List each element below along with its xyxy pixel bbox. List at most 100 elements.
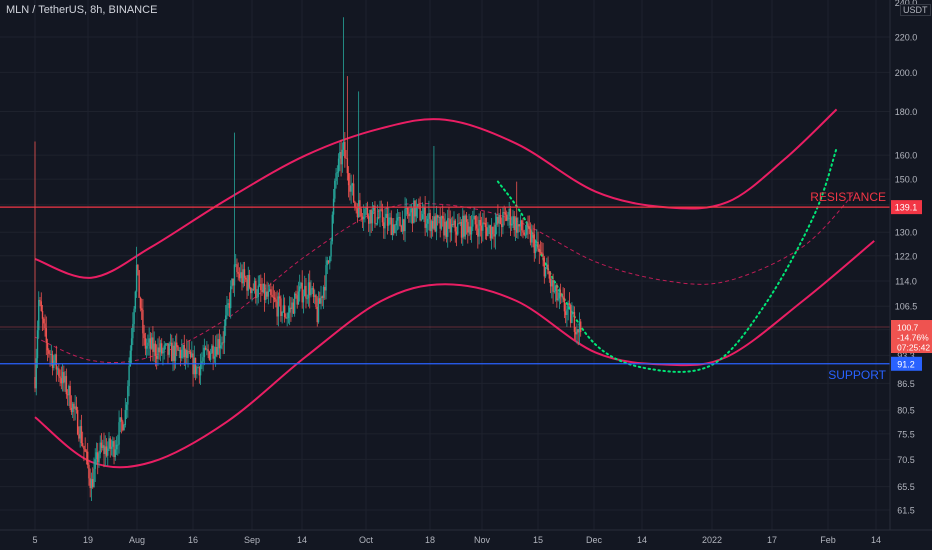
candle-body — [462, 215, 464, 238]
candle-body — [536, 241, 538, 244]
candle-body — [104, 446, 106, 455]
candle-body — [345, 157, 347, 159]
time-axis[interactable]: 5 19 Aug 16 Sep 14 Oct 18 Nov 15 Dec 14 2022 17 Feb 14 — [0, 529, 932, 545]
candle-body — [522, 230, 524, 233]
candle-body — [186, 349, 188, 358]
candle-body — [400, 226, 403, 232]
candle-body — [552, 280, 554, 292]
candle-body — [497, 216, 499, 224]
candle-body — [509, 208, 512, 226]
candle-body — [426, 218, 429, 224]
candle-body — [119, 417, 122, 423]
price-axis[interactable]: 220.0200.0180.0160.0150.0140.0130.0122.0… — [889, 0, 932, 550]
candle-body — [152, 337, 154, 352]
candle-body — [356, 208, 359, 218]
candle-body — [132, 324, 134, 339]
candle-body — [188, 351, 190, 353]
candle-body — [286, 317, 288, 319]
candle-body — [189, 351, 192, 358]
candle-body — [430, 221, 433, 232]
candle-body — [93, 468, 95, 488]
candle-body — [516, 217, 518, 233]
candle-body — [324, 286, 326, 291]
candle-body — [153, 343, 155, 352]
candle-body — [529, 228, 532, 243]
candle-body — [41, 311, 44, 319]
candle-body — [43, 318, 45, 324]
candle-body — [391, 224, 394, 236]
candle-body — [288, 307, 291, 313]
candle-body — [241, 272, 243, 284]
candle-body — [84, 449, 86, 452]
candle-body — [208, 351, 211, 360]
candle-body — [174, 342, 177, 361]
resistance-annotation: RESISTANCE — [810, 190, 886, 204]
candle-body — [568, 303, 571, 306]
candle-body — [340, 152, 342, 165]
candle-body — [405, 207, 408, 209]
candle-body — [374, 205, 376, 224]
candle-body — [531, 232, 533, 243]
candle-body — [103, 445, 105, 455]
candle-body — [58, 368, 60, 377]
x-tick-label: Sep — [244, 535, 260, 545]
candle-body — [350, 185, 352, 192]
candle-body — [270, 289, 272, 295]
candle-body — [431, 221, 434, 229]
candle-body — [383, 222, 385, 229]
y-tick-label: 122.0 — [895, 251, 918, 261]
candle-body — [337, 158, 340, 173]
candle-body — [216, 347, 218, 355]
candle-body — [271, 294, 273, 297]
candle-body — [198, 367, 201, 376]
currency-badge[interactable]: USDT — [900, 4, 931, 16]
candle-body — [322, 286, 325, 298]
candle-body — [375, 223, 377, 225]
x-tick-label: 16 — [188, 535, 198, 545]
candle-body — [226, 304, 228, 316]
candle-body — [227, 303, 229, 305]
candle-body — [376, 217, 379, 224]
candle-body — [351, 183, 354, 186]
candle-body — [472, 219, 474, 227]
candle-body — [399, 216, 401, 227]
candle-body — [218, 339, 221, 349]
candle-body — [237, 272, 239, 274]
candle-body — [413, 200, 415, 224]
candle-body — [513, 216, 515, 231]
candle-body — [499, 215, 502, 224]
candle-body — [500, 223, 503, 228]
candle-body — [404, 208, 406, 232]
candle-body — [74, 406, 76, 409]
candle-body — [373, 205, 375, 211]
candle-body — [78, 434, 80, 439]
candle-body — [278, 296, 281, 299]
y-tick-label: 75.5 — [897, 429, 915, 439]
candle-body — [379, 209, 381, 218]
candle-body — [434, 216, 436, 232]
candle-body — [90, 479, 93, 489]
candle-body — [224, 315, 227, 326]
candle-body — [576, 329, 578, 335]
x-tick-label: Aug — [129, 535, 145, 545]
candle-body — [117, 444, 119, 446]
candle-body — [60, 378, 63, 384]
candle-body — [482, 222, 484, 231]
y-tick-label: 65.5 — [897, 482, 915, 492]
candle-body — [85, 451, 88, 453]
candle-body — [219, 345, 222, 349]
candle-body — [561, 296, 563, 298]
candle-body — [213, 356, 216, 359]
candle-body — [295, 293, 297, 296]
candle-body — [114, 449, 116, 458]
candle-body — [395, 220, 397, 226]
candle-body — [435, 215, 438, 232]
candle-body — [221, 342, 223, 346]
candle-body — [238, 273, 241, 279]
candle-body — [71, 403, 74, 413]
horizontal-lines — [0, 206, 890, 365]
candle-body — [233, 264, 236, 286]
candle-body — [209, 353, 212, 360]
candle-body — [92, 479, 94, 488]
